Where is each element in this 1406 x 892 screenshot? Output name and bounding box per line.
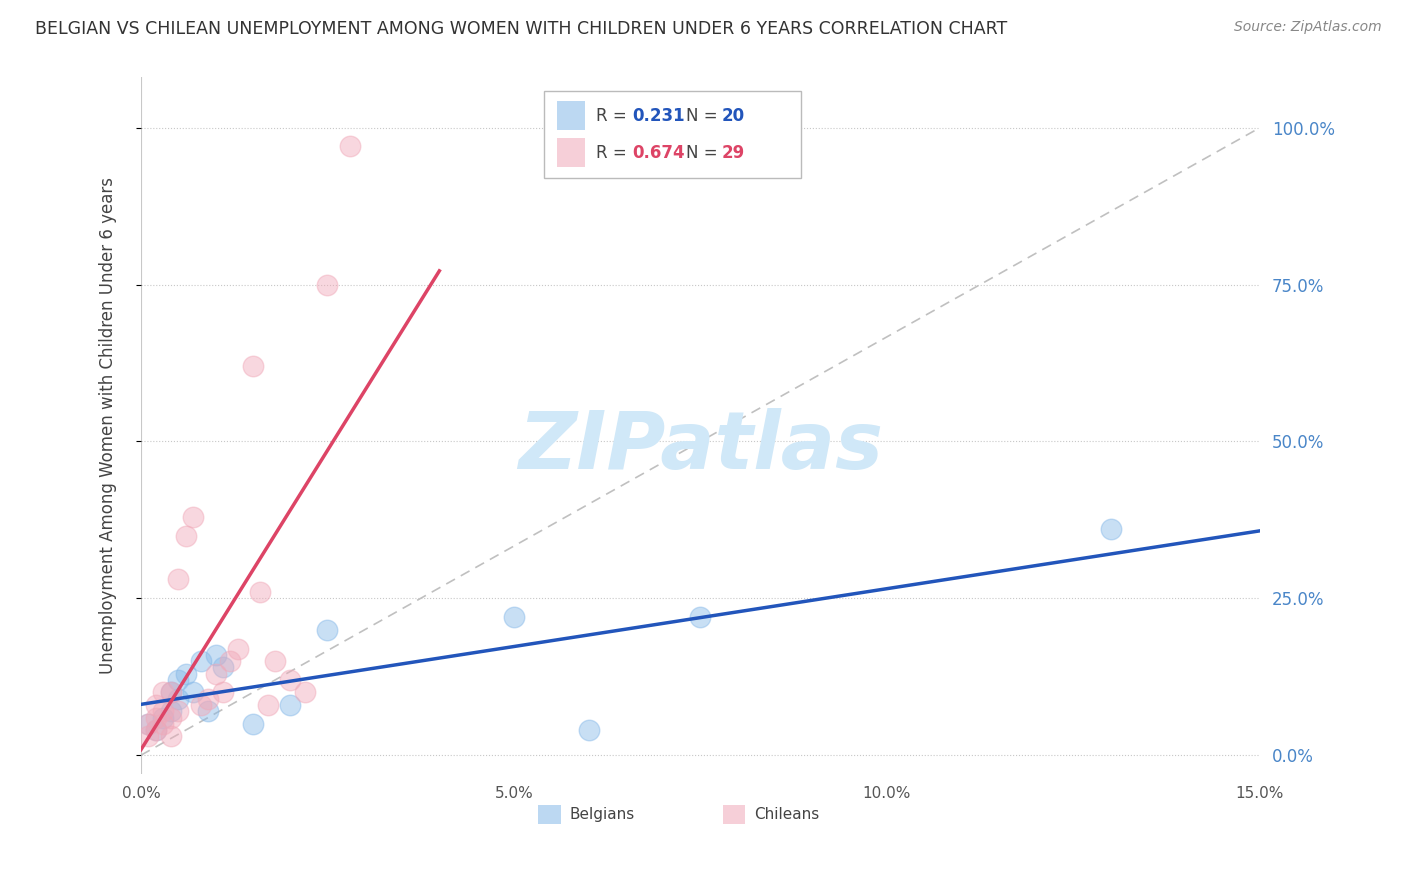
- Point: [503, 610, 526, 624]
- Point: [197, 704, 219, 718]
- Point: [204, 648, 226, 662]
- Point: [242, 716, 264, 731]
- Point: [197, 691, 219, 706]
- Point: [689, 610, 711, 624]
- Point: [181, 509, 204, 524]
- Point: [174, 666, 197, 681]
- Text: Source: ZipAtlas.com: Source: ZipAtlas.com: [1234, 20, 1382, 34]
- Point: [159, 685, 181, 699]
- Point: [339, 139, 361, 153]
- Text: N =: N =: [686, 107, 723, 125]
- Point: [1099, 522, 1122, 536]
- Point: [278, 673, 301, 687]
- Text: N =: N =: [686, 144, 723, 161]
- Point: [145, 698, 167, 712]
- Point: [138, 716, 160, 731]
- Point: [294, 685, 316, 699]
- Text: BELGIAN VS CHILEAN UNEMPLOYMENT AMONG WOMEN WITH CHILDREN UNDER 6 YEARS CORRELAT: BELGIAN VS CHILEAN UNEMPLOYMENT AMONG WO…: [35, 20, 1008, 37]
- Point: [219, 654, 242, 668]
- Point: [145, 723, 167, 737]
- Point: [159, 704, 181, 718]
- Text: ZIPatlas: ZIPatlas: [517, 408, 883, 485]
- Point: [167, 704, 190, 718]
- Text: Chileans: Chileans: [754, 807, 820, 822]
- Point: [167, 673, 190, 687]
- Point: [152, 704, 174, 718]
- Point: [152, 710, 174, 724]
- Point: [152, 716, 174, 731]
- Point: [159, 730, 181, 744]
- FancyBboxPatch shape: [557, 138, 585, 168]
- Text: R =: R =: [596, 107, 633, 125]
- FancyBboxPatch shape: [557, 101, 585, 130]
- Point: [212, 660, 235, 674]
- Text: R =: R =: [596, 144, 633, 161]
- Point: [226, 641, 249, 656]
- Point: [278, 698, 301, 712]
- FancyBboxPatch shape: [723, 805, 745, 824]
- Point: [578, 723, 600, 737]
- Point: [159, 685, 181, 699]
- Point: [242, 359, 264, 373]
- Point: [316, 623, 339, 637]
- Point: [204, 666, 226, 681]
- Text: 0.231: 0.231: [633, 107, 685, 125]
- Point: [316, 277, 339, 292]
- Point: [145, 723, 167, 737]
- Text: 0.674: 0.674: [633, 144, 685, 161]
- Point: [190, 698, 212, 712]
- Point: [190, 654, 212, 668]
- Point: [145, 710, 167, 724]
- Point: [212, 685, 235, 699]
- Point: [181, 685, 204, 699]
- Y-axis label: Unemployment Among Women with Children Under 6 years: Unemployment Among Women with Children U…: [100, 178, 117, 674]
- Point: [152, 685, 174, 699]
- Point: [167, 691, 190, 706]
- Point: [159, 710, 181, 724]
- Text: 20: 20: [721, 107, 745, 125]
- Point: [249, 585, 271, 599]
- Point: [167, 573, 190, 587]
- FancyBboxPatch shape: [538, 805, 561, 824]
- Text: 29: 29: [721, 144, 745, 161]
- FancyBboxPatch shape: [544, 91, 801, 178]
- Text: Belgians: Belgians: [569, 807, 634, 822]
- Point: [256, 698, 278, 712]
- Point: [174, 528, 197, 542]
- Point: [138, 716, 160, 731]
- Point: [264, 654, 287, 668]
- Point: [138, 730, 160, 744]
